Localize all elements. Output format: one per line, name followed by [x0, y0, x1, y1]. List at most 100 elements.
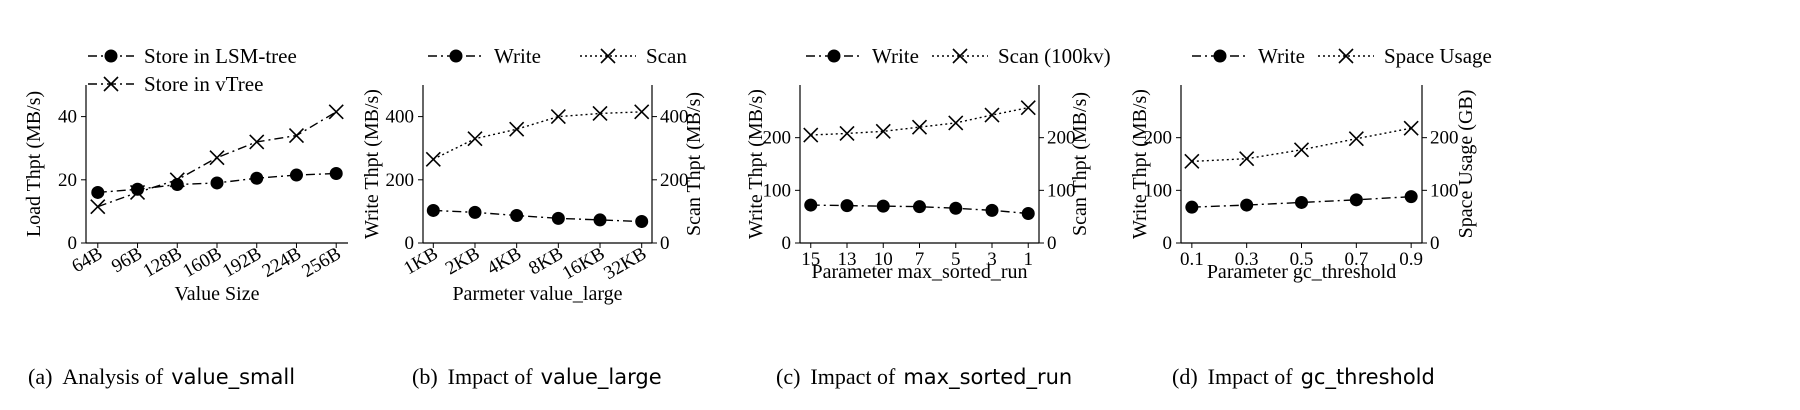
x-tick-label: 0.9: [1399, 249, 1423, 270]
y-tick-label: 0: [1163, 233, 1173, 254]
y-tick-label-right: 200: [660, 170, 689, 191]
y-tick-label: 0: [405, 233, 415, 254]
data-point: [875, 123, 891, 139]
y-axis-label: Write Thpt (MB/s): [1129, 89, 1151, 239]
y-axis-label: Write Thpt (MB/s): [745, 89, 767, 239]
data-point: [1240, 198, 1254, 212]
y-tick-label-right: 400: [660, 107, 689, 128]
data-point: [210, 176, 224, 190]
caption-prefix: (a): [28, 364, 52, 389]
legend-label: Space Usage: [1384, 44, 1492, 68]
data-point: [1293, 142, 1310, 158]
caption: (d) Impact of gc_threshold: [1172, 364, 1435, 390]
y-axis-label-right: Scan Thpt (MB/s): [683, 92, 705, 236]
caption: (a) Analysis of value_small: [28, 364, 295, 390]
x-tick-label: 128B: [140, 243, 186, 282]
data-point: [169, 172, 185, 188]
legend-marker: [104, 49, 118, 63]
data-point: [129, 184, 146, 201]
caption: (c) Impact of max_sorted_run: [776, 364, 1072, 390]
y-tick-label: 200: [386, 170, 415, 191]
y-axis-label: Load Thpt (MB/s): [23, 91, 45, 237]
data-point: [913, 200, 926, 214]
data-point: [635, 215, 649, 229]
legend-label: Write: [1258, 44, 1305, 68]
data-point: [328, 104, 344, 120]
caption-text: Impact of: [448, 364, 534, 389]
caption-text: Impact of: [1208, 364, 1294, 389]
data-point: [425, 151, 441, 167]
y-tick-label-right: 0: [660, 233, 670, 254]
data-point: [250, 171, 264, 185]
caption-code: gc_threshold: [1301, 365, 1435, 390]
legend-marker: [1213, 49, 1227, 63]
y-tick-label: 20: [58, 170, 77, 191]
y-tick-label-right: 0: [1430, 233, 1440, 254]
y-tick-label: 100: [763, 180, 792, 201]
data-point: [1020, 100, 1036, 116]
y-tick-label-right: 200: [1047, 128, 1076, 149]
y-tick-label-right: 0: [1047, 233, 1057, 254]
data-point: [249, 134, 265, 150]
chart-c: 0 100 200 0 100 200 15 13 10 7 5 3 1 Write Scan (100kv…: [745, 44, 1111, 390]
data-point: [840, 199, 854, 213]
x-tick-label: 0.3: [1235, 249, 1259, 270]
y-tick-label: 100: [1144, 180, 1173, 201]
y-axis-label-right: Scan Thpt (MB/s): [1069, 92, 1091, 236]
x-tick-label: 256B: [299, 243, 345, 282]
series-line: [433, 209, 642, 223]
y-tick-label: 200: [763, 128, 792, 149]
data-point: [90, 199, 106, 215]
x-tick-label: 192B: [219, 243, 265, 282]
data-point: [1239, 151, 1255, 167]
x-axis-label: Parameter gc_threshold: [1207, 261, 1396, 283]
x-tick-label: 8KB: [525, 243, 567, 279]
data-point: [1021, 207, 1035, 221]
data-point: [949, 201, 963, 215]
x-tick-label: 0.7: [1344, 249, 1368, 270]
data-point: [288, 127, 305, 144]
data-point: [839, 125, 855, 142]
caption-code: value_large: [541, 365, 662, 390]
legend-marker: [952, 48, 968, 64]
legend-marker: [827, 49, 841, 63]
data-point: [551, 211, 565, 225]
caption-code: value_small: [171, 365, 295, 390]
legend: Write Space Usage: [1192, 44, 1492, 68]
caption-prefix: (c): [776, 364, 800, 389]
caption-text: Analysis of: [62, 364, 164, 389]
legend: Write Scan: [428, 44, 687, 68]
caption-text: Impact of: [810, 364, 896, 389]
data-point: [550, 109, 566, 125]
legend: Store in LSM-tree Store in vTree: [88, 44, 297, 96]
data-point: [803, 127, 819, 143]
data-point: [804, 198, 818, 212]
y-tick-label-right: 100: [1047, 180, 1076, 201]
x-tick-label: 13: [838, 249, 857, 270]
data-point: [329, 166, 343, 180]
x-tick-label: 2KB: [442, 243, 484, 279]
caption: (b) Impact of value_large: [412, 364, 662, 390]
y-tick-label: 200: [1144, 128, 1173, 149]
x-tick-label: 15: [801, 249, 820, 270]
caption-prefix: (b): [412, 364, 438, 389]
y-tick-label-right: 200: [1430, 128, 1459, 149]
data-point: [876, 199, 890, 213]
legend-label: Write: [494, 44, 541, 68]
x-tick-label: 1: [1023, 249, 1033, 270]
legend-label: Store in vTree: [144, 72, 263, 96]
data-point: [209, 150, 225, 166]
x-tick-label: 160B: [179, 243, 225, 282]
x-tick-label: 32KB: [600, 243, 650, 284]
data-point: [985, 203, 999, 217]
x-tick-label: 16KB: [559, 243, 609, 284]
legend-marker: [1338, 48, 1354, 64]
data-point: [1184, 153, 1200, 169]
legend-marker: [600, 48, 616, 64]
data-point: [911, 119, 928, 135]
caption-prefix: (d): [1172, 364, 1198, 389]
data-point: [1403, 120, 1419, 136]
legend-label: Store in LSM-tree: [144, 44, 297, 68]
